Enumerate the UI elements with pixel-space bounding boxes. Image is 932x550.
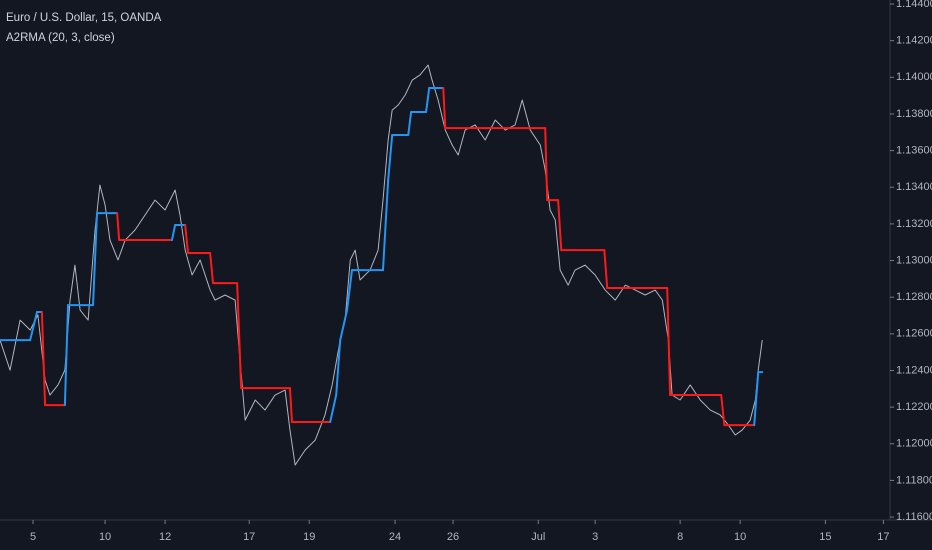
y-tick-label: 1.13000 [896, 254, 932, 266]
y-tick-label: 1.14400 [896, 0, 932, 10]
indicator-segment [603, 249, 609, 290]
indicator-segment [381, 179, 390, 272]
indicator-segment [40, 311, 47, 407]
indicator-segment [720, 394, 726, 427]
indicator-segment [63, 304, 70, 407]
x-tick-label: 17 [243, 531, 255, 543]
indicator-segment [407, 110, 413, 137]
y-tick-label: 1.13200 [896, 218, 932, 230]
y-tick-label: 1.12400 [896, 364, 932, 376]
indicator-segment [236, 282, 243, 390]
indicator-segment [184, 224, 190, 255]
indicator-segment [288, 387, 293, 423]
indicator-segment [442, 86, 447, 130]
x-tick-label: 8 [677, 531, 683, 543]
indicator-segment [329, 394, 338, 423]
y-tick-label: 1.13600 [896, 145, 932, 157]
y-tick-label: 1.11800 [896, 474, 932, 486]
chart-title: Euro / U.S. Dollar, 15, OANDA [6, 12, 162, 24]
x-tick-label: 3 [592, 531, 598, 543]
y-tick-label: 1.12200 [896, 401, 932, 413]
x-tick-label: 19 [303, 531, 315, 543]
indicator-segment [92, 212, 99, 307]
x-tick-label: 24 [389, 531, 401, 543]
y-tick-label: 1.12600 [896, 328, 932, 340]
plot [0, 64, 764, 466]
indicator-segment [425, 86, 431, 113]
x-tick-label: 12 [159, 531, 171, 543]
indicator-segment [170, 224, 177, 242]
indicator-segment [753, 371, 760, 427]
y-tick-label: 1.14200 [896, 35, 932, 47]
indicator-segment [666, 287, 672, 397]
x-tick-label: 10 [99, 531, 111, 543]
y-tick-label: 1.12000 [896, 438, 932, 450]
price-line [0, 64, 763, 466]
indicator-label: A2RMA (20, 3, close) [6, 32, 115, 44]
indicator-segment [346, 269, 353, 312]
y-tick-label: 1.13800 [896, 108, 932, 120]
indicator-segment [335, 339, 342, 397]
y-tick-label: 1.14000 [896, 71, 932, 83]
indicator-segment [209, 252, 215, 285]
y-tick-label: 1.13400 [896, 181, 932, 193]
x-tick-label: Jul [531, 531, 545, 543]
x-tick-label: 26 [447, 531, 459, 543]
x-tick-label: 5 [30, 531, 36, 543]
indicator-segment [29, 311, 39, 342]
indicator-segment [544, 127, 549, 202]
y-tick-label: 1.12800 [896, 291, 932, 303]
indicator-segment [387, 134, 394, 182]
x-tick-label: 15 [819, 531, 831, 543]
indicator-segment [557, 199, 563, 252]
indicator-segment [116, 212, 121, 242]
x-tick-label: 10 [734, 531, 746, 543]
y-tick-label: 1.11600 [896, 511, 932, 523]
x-tick-label: 17 [877, 531, 889, 543]
indicator-segment [339, 309, 349, 342]
